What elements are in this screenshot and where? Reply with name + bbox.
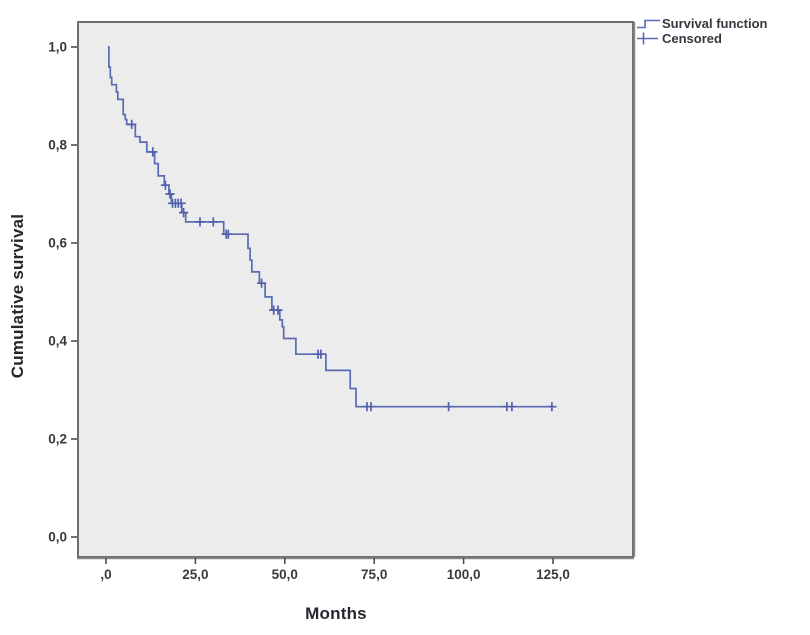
- censored-marks: [127, 119, 557, 412]
- x-tick-label: 125,0: [536, 567, 570, 582]
- step-line-icon: [637, 19, 660, 29]
- y-tick-label: 1,0: [48, 40, 67, 55]
- plot-area: [77, 21, 634, 558]
- x-tick-label: 75,0: [361, 567, 387, 582]
- y-tick-label: 0,4: [48, 334, 67, 349]
- censored-plus-icon: [637, 32, 658, 45]
- legend-label-censored: Censored: [662, 30, 722, 46]
- legend-item-survival: Survival function: [636, 16, 767, 31]
- x-tick-label: 25,0: [182, 567, 208, 582]
- x-axis-title: Months: [305, 604, 367, 623]
- legend-label-survival: Survival function: [662, 15, 768, 31]
- x-tick-label: ,0: [100, 567, 111, 582]
- x-tick-label: 100,0: [447, 567, 481, 582]
- y-tick-label: 0,0: [48, 530, 67, 545]
- y-tick-label: 0,6: [48, 236, 67, 251]
- legend: Survival function Censored: [636, 16, 767, 46]
- legend-item-censored: Censored: [636, 31, 767, 46]
- y-tick-label: 0,2: [48, 432, 67, 447]
- x-tick-label: 50,0: [272, 567, 298, 582]
- y-tick-label: 0,8: [48, 138, 67, 153]
- y-axis-title: Cumulative survival: [8, 213, 27, 379]
